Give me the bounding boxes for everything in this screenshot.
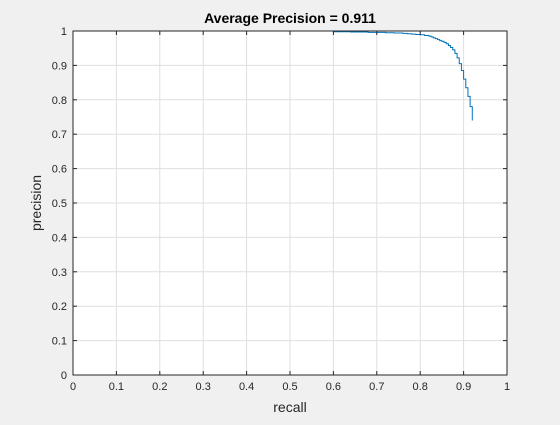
x-tick-label: 0.1 — [109, 381, 124, 393]
y-tick-label: 0.6 — [52, 164, 67, 176]
x-tick-label: 0.7 — [369, 381, 384, 393]
x-tick-label: 0.5 — [282, 381, 297, 393]
y-tick-label: 0.5 — [52, 198, 67, 210]
x-tick-label: 0.6 — [326, 381, 341, 393]
x-tick-label: 0 — [70, 381, 76, 393]
y-tick-label: 0.4 — [52, 232, 67, 244]
y-tick-label: 0.3 — [52, 267, 67, 279]
x-tick-label: 0.8 — [413, 381, 428, 393]
y-tick-label: 0 — [61, 370, 67, 382]
y-tick-label: 0.9 — [52, 60, 67, 72]
grid-layer — [73, 31, 507, 375]
y-tick-label: 0.2 — [52, 301, 67, 313]
y-tick-label: 0.1 — [52, 336, 67, 348]
chart-title: Average Precision = 0.911 — [204, 10, 376, 26]
x-tick-label: 0.4 — [239, 381, 254, 393]
x-axis-label: recall — [273, 399, 306, 415]
x-tick-label: 0.3 — [196, 381, 211, 393]
y-tick-label: 1 — [61, 26, 67, 38]
y-tick-label: 0.8 — [52, 95, 67, 107]
x-tick-label: 1 — [504, 381, 510, 393]
y-tick-label: 0.7 — [52, 129, 67, 141]
x-tick-label: 0.2 — [152, 381, 167, 393]
y-axis-label: precision — [28, 175, 44, 231]
x-tick-label: 0.9 — [456, 381, 471, 393]
tick-layer: 0 0.1 0.2 0.3 0.4 0.5 0.6 0.7 0.8 0.9 1 0 0.1 0.2 0.3 0… — [52, 26, 510, 393]
